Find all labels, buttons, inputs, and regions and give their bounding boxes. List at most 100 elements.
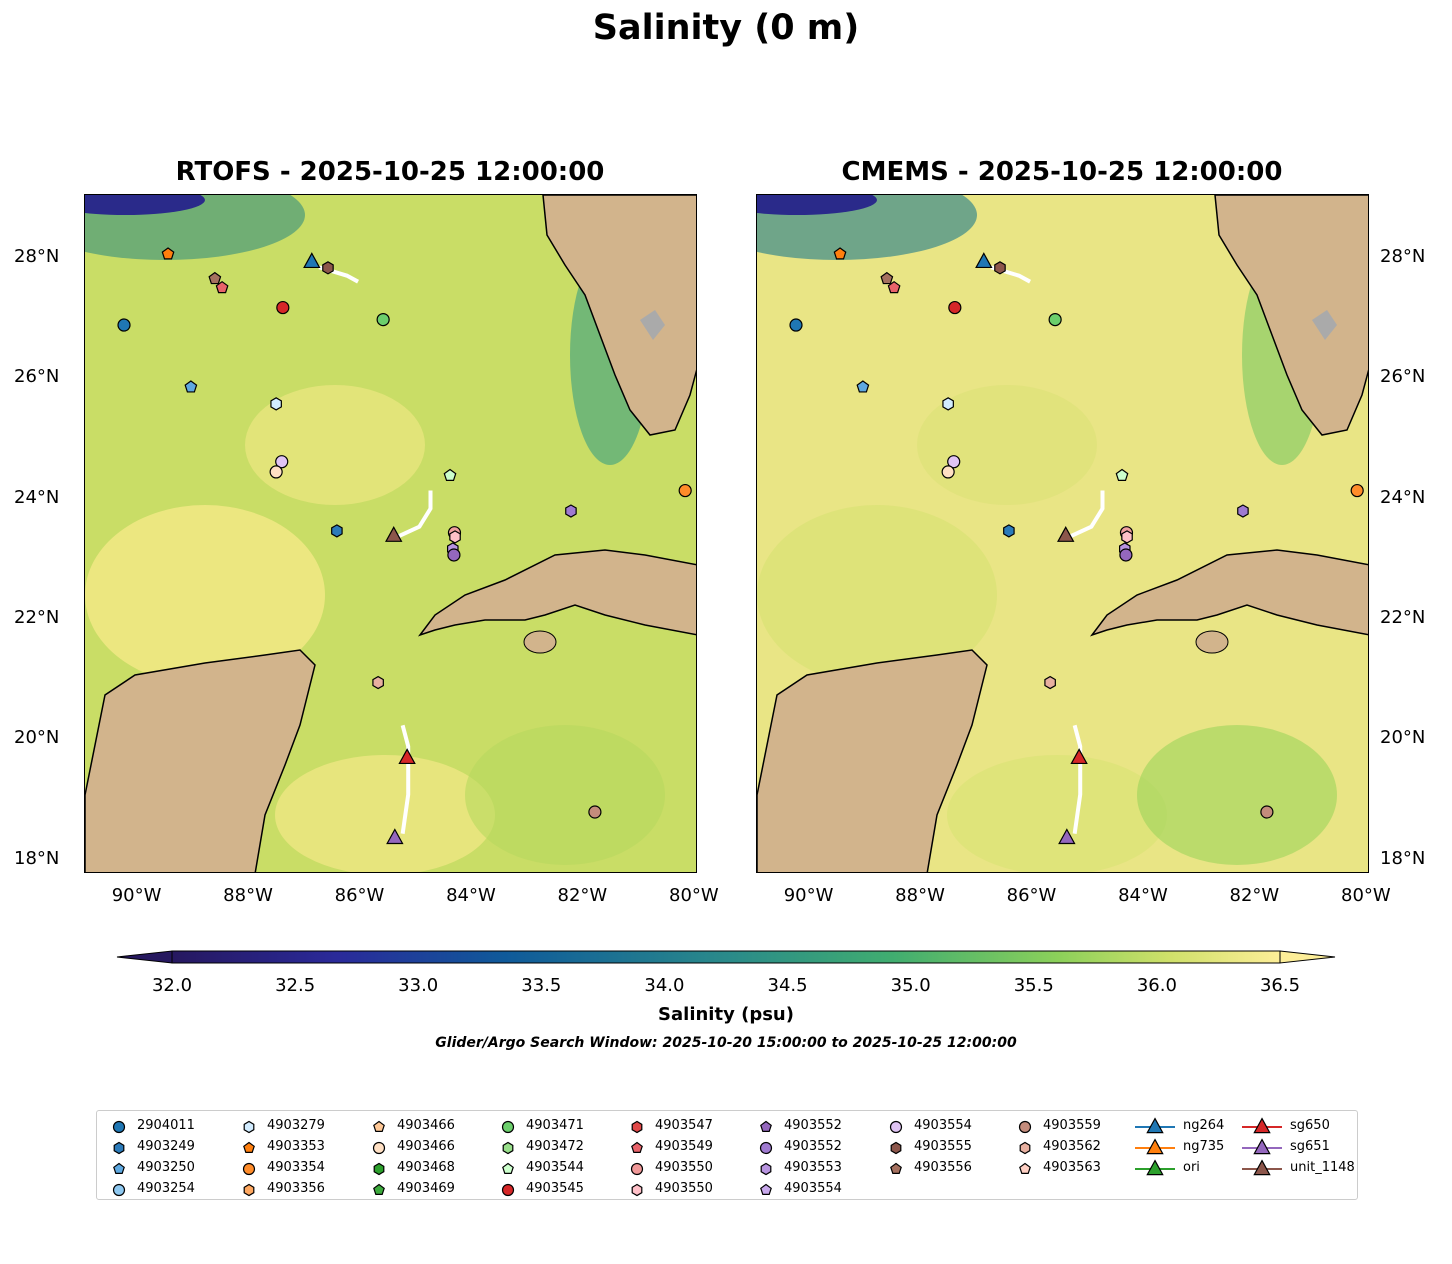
legend-item: 4903545 <box>498 1178 584 1199</box>
marker-4903471[interactable] <box>376 313 390 327</box>
lon-tick-label: 88°W <box>223 885 273 906</box>
marker-4903249[interactable] <box>331 524 343 538</box>
marker-4903562[interactable] <box>372 675 384 690</box>
marker-4903466[interactable] <box>941 465 955 479</box>
legend-item: 4903559 <box>1015 1115 1101 1136</box>
legend-label: 4903279 <box>267 1118 325 1133</box>
marker-unit_1148[interactable] <box>385 526 403 542</box>
marker-4903550[interactable] <box>1121 530 1133 544</box>
legend-marker-icon <box>1242 1137 1282 1154</box>
marker-4903545[interactable] <box>276 300 290 315</box>
legend-label: 4903545 <box>526 1181 584 1196</box>
marker-2904011[interactable] <box>789 318 803 332</box>
marker-sg650[interactable] <box>1070 748 1088 765</box>
marker-4903354[interactable] <box>1350 483 1364 498</box>
legend-marker-icon <box>373 1183 385 1195</box>
legend-item: 4903356 <box>239 1178 325 1199</box>
marker-4903279[interactable] <box>270 397 282 411</box>
lat-tick-label: 22°N <box>14 606 60 628</box>
marker-unit_1148[interactable] <box>1057 526 1075 542</box>
marker-4903555[interactable] <box>322 261 334 275</box>
legend-marker-icon <box>760 1183 772 1195</box>
legend-item: 4903552 <box>756 1115 842 1136</box>
legend-label: 4903356 <box>267 1181 325 1196</box>
marker-2904011[interactable] <box>117 318 131 332</box>
marker-4903559[interactable] <box>1260 805 1274 819</box>
legend-marker-icon <box>1242 1116 1282 1133</box>
legend-item: 4903563 <box>1015 1157 1101 1178</box>
marker-4903353[interactable] <box>833 247 847 260</box>
legend-item: 4903469 <box>369 1178 455 1199</box>
colorbar-extend-high <box>1279 950 1336 964</box>
legend-marker-icon <box>630 1162 644 1175</box>
legend-item: 4903554 <box>886 1115 972 1136</box>
lat-tick-label: 20°N <box>14 727 60 749</box>
legend-label: 4903353 <box>267 1139 325 1154</box>
marker-sg651[interactable] <box>386 828 404 845</box>
marker-4903354[interactable] <box>678 483 692 498</box>
marker-4903549[interactable] <box>887 280 901 294</box>
colorbar-tick-label: 34.5 <box>767 975 808 996</box>
legend-marker-icon <box>760 1120 772 1132</box>
marker-4903552[interactable] <box>1237 504 1249 518</box>
legend-item: unit_1148 <box>1242 1157 1355 1178</box>
marker-4903555[interactable] <box>994 261 1006 275</box>
legend-marker-icon <box>243 1183 255 1196</box>
lat-tick-label: 22°N <box>1380 606 1426 628</box>
legend-label: ori <box>1183 1160 1200 1175</box>
lat-tick-label: 28°N <box>14 245 60 267</box>
legend-label: ng735 <box>1183 1139 1225 1154</box>
marker-4903353[interactable] <box>161 247 175 260</box>
legend-marker-icon <box>1135 1158 1175 1175</box>
legend-label: sg651 <box>1290 1139 1330 1154</box>
marker-4903556[interactable] <box>880 271 894 285</box>
marker-4903279[interactable] <box>942 397 954 411</box>
marker-4903471[interactable] <box>1048 313 1062 327</box>
legend-marker-icon <box>502 1162 514 1174</box>
legend-label: 4903550 <box>655 1181 713 1196</box>
legend-item: 4903472 <box>498 1136 584 1157</box>
colorbar-tick-label: 34.0 <box>644 975 685 996</box>
legend-label: ng264 <box>1183 1118 1225 1133</box>
legend-label: 4903466 <box>397 1118 455 1133</box>
legend-item: ori <box>1135 1157 1200 1178</box>
glider-track-sg651 <box>1072 724 1083 834</box>
marker-4903544[interactable] <box>1115 468 1129 482</box>
marker-4903545[interactable] <box>948 300 962 315</box>
legend-marker-icon <box>373 1120 385 1132</box>
marker-4903250[interactable] <box>184 380 198 393</box>
lon-tick-label: 84°W <box>446 885 496 906</box>
marker-4903552[interactable] <box>565 504 577 518</box>
legend-label: 4903254 <box>137 1181 195 1196</box>
marker-ng264[interactable] <box>303 252 321 269</box>
cmems-map <box>756 194 1369 873</box>
marker-4903556[interactable] <box>208 271 222 285</box>
lon-tick-label: 84°W <box>1118 885 1168 906</box>
legend-marker-icon <box>113 1141 125 1154</box>
marker-4903554[interactable] <box>275 455 289 469</box>
marker-4903250[interactable] <box>856 380 870 393</box>
marker-4903549[interactable] <box>215 280 229 294</box>
legend-marker-icon <box>372 1141 386 1154</box>
legend-label: unit_1148 <box>1290 1160 1355 1175</box>
marker-4903544[interactable] <box>443 468 457 482</box>
marker-4903559[interactable] <box>588 805 602 819</box>
marker-4903249[interactable] <box>1003 524 1015 538</box>
legend-label: 4903553 <box>784 1160 842 1175</box>
marker-sg651[interactable] <box>1058 828 1076 845</box>
marker-4903552[interactable] <box>1119 548 1133 562</box>
marker-ng264[interactable] <box>975 252 993 269</box>
legend-item: 4903254 <box>109 1178 195 1199</box>
colorbar-tick-label: 32.0 <box>151 975 193 996</box>
marker-4903554[interactable] <box>947 455 961 469</box>
legend-marker-icon <box>631 1183 643 1196</box>
marker-4903552[interactable] <box>447 548 461 562</box>
cuba-land <box>417 549 696 637</box>
lat-tick-label: 20°N <box>1380 727 1426 749</box>
isla-juventud <box>523 630 557 654</box>
marker-sg650[interactable] <box>398 748 416 765</box>
marker-4903466[interactable] <box>269 465 283 479</box>
marker-4903550[interactable] <box>449 530 461 544</box>
marker-4903562[interactable] <box>1044 675 1056 690</box>
legend-label: 4903466 <box>397 1139 455 1154</box>
